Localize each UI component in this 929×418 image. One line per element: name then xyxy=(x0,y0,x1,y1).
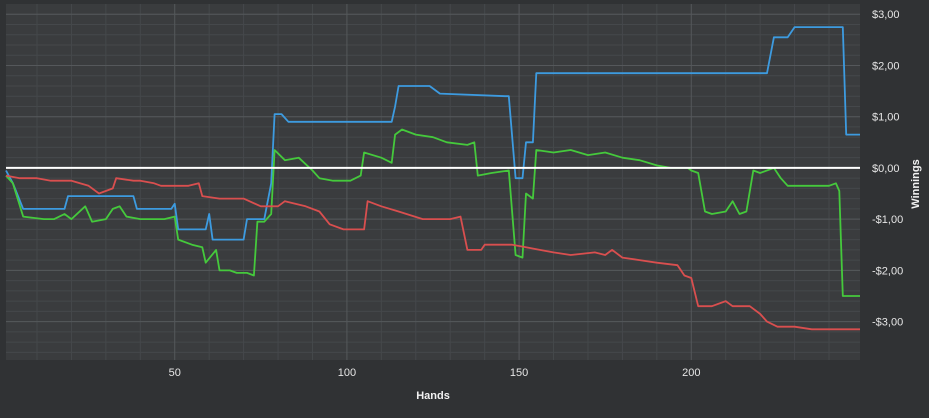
series-line-2 xyxy=(5,128,860,297)
y-tick-label: -$3,00 xyxy=(872,317,903,329)
y-axis-title: Winnings xyxy=(910,159,922,208)
y-tick-label: $0,00 xyxy=(872,163,900,175)
series-line-1 xyxy=(5,26,860,241)
y-tick-label: $1,00 xyxy=(872,112,900,124)
y-tick-label: $3,00 xyxy=(872,9,900,21)
x-tick-label: 100 xyxy=(338,367,356,379)
y-tick-label: -$1,00 xyxy=(872,214,903,226)
x-tick-label: 150 xyxy=(510,367,528,379)
x-tick-label: 200 xyxy=(682,367,700,379)
y-tick-label: -$2,00 xyxy=(872,265,903,277)
y-tick-label: $2,00 xyxy=(872,60,900,72)
x-tick-label: 50 xyxy=(169,367,181,379)
series-line-3 xyxy=(5,174,860,331)
x-axis-title: Hands xyxy=(416,390,450,402)
